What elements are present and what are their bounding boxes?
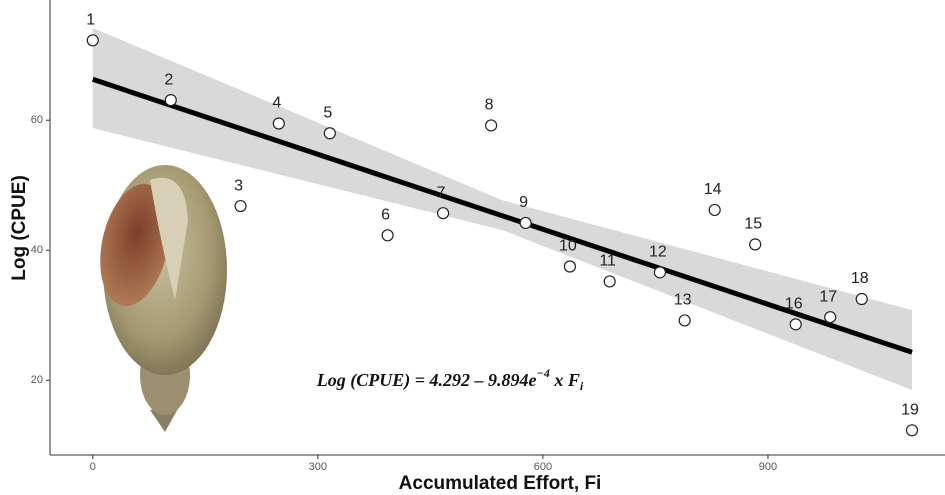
point-label: 15 [744,216,762,233]
point [323,127,336,140]
x-tick-label: 0 [90,461,96,473]
equation-part: Log (CPUE) = 4.292 – 9.894e [316,370,537,391]
point-label: 7 [437,184,446,201]
point [234,199,247,213]
x-tick-label: 900 [759,461,777,473]
x-tick-label: 300 [309,461,327,473]
point-label: 13 [674,292,692,309]
point [824,311,837,324]
point [678,314,691,327]
point [381,229,394,242]
point-label: 10 [559,238,577,255]
point-label: 12 [649,244,667,261]
point-label: 2 [164,71,173,88]
point [603,275,616,288]
point-label: 18 [851,270,869,287]
y-tick-label: 20 [31,374,43,386]
x-axis-title: Accumulated Effort, Fi [399,473,602,494]
point-label: 5 [323,104,332,121]
point-label: 16 [785,296,803,313]
x-tick-label: 600 [534,461,552,473]
point-label: 17 [819,288,837,305]
point [855,292,868,306]
point-label: 4 [272,95,281,112]
point-label: 11 [599,253,616,270]
equation-part: x F [550,370,580,390]
point [563,260,576,273]
fit-line [91,76,913,355]
point [485,119,498,132]
point [86,34,99,47]
point [749,238,762,251]
y-axis-title: Log (CPUE) [9,175,30,281]
point-label: 3 [234,177,243,194]
point-label: 19 [901,402,919,419]
point-label: 14 [704,181,722,198]
equation-sub: i [580,379,584,393]
equation-sup: −4 [537,366,550,380]
point [653,266,667,279]
point-label: 6 [381,207,390,224]
point [905,424,919,437]
y-tick-label: 40 [31,244,43,256]
point [789,318,802,331]
point [708,203,721,217]
point [164,93,177,107]
point-label: 9 [519,194,528,211]
point-label: 8 [485,97,494,114]
y-tick-label: 60 [31,114,43,126]
point [519,216,532,230]
confidence-band [92,27,912,390]
point-label: 1 [86,12,95,29]
point [272,117,285,130]
point [437,207,450,220]
equation: Log (CPUE) = 4.292 – 9.894e−4 x Fi [316,366,584,393]
shell-image [100,165,227,432]
